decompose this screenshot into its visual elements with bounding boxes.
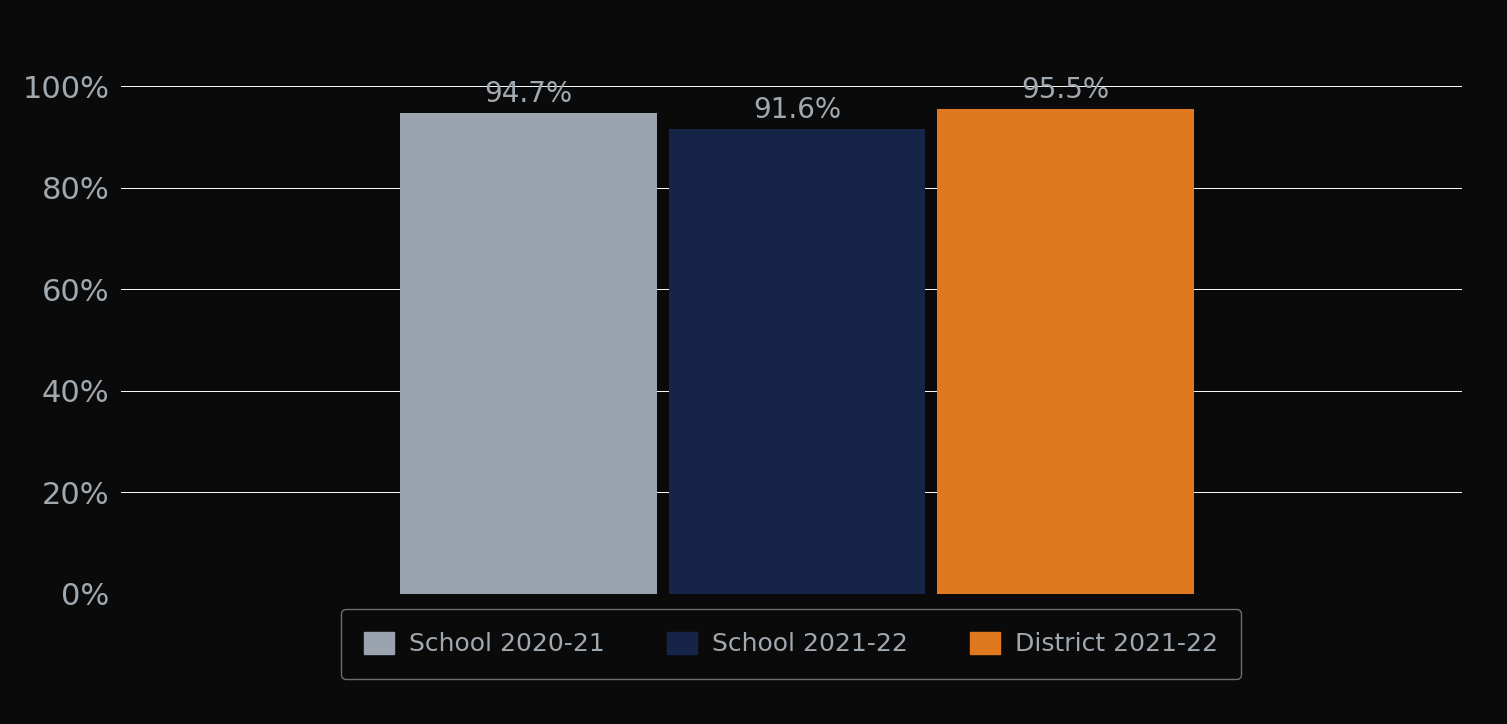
- Text: 91.6%: 91.6%: [754, 96, 841, 124]
- Bar: [669, 129, 925, 594]
- Text: 94.7%: 94.7%: [485, 80, 573, 108]
- Bar: [401, 113, 657, 594]
- Text: 95.5%: 95.5%: [1022, 76, 1109, 104]
- Bar: [937, 109, 1194, 594]
- Legend: School 2020-21, School 2021-22, District 2021-22: School 2020-21, School 2021-22, District…: [342, 609, 1240, 679]
